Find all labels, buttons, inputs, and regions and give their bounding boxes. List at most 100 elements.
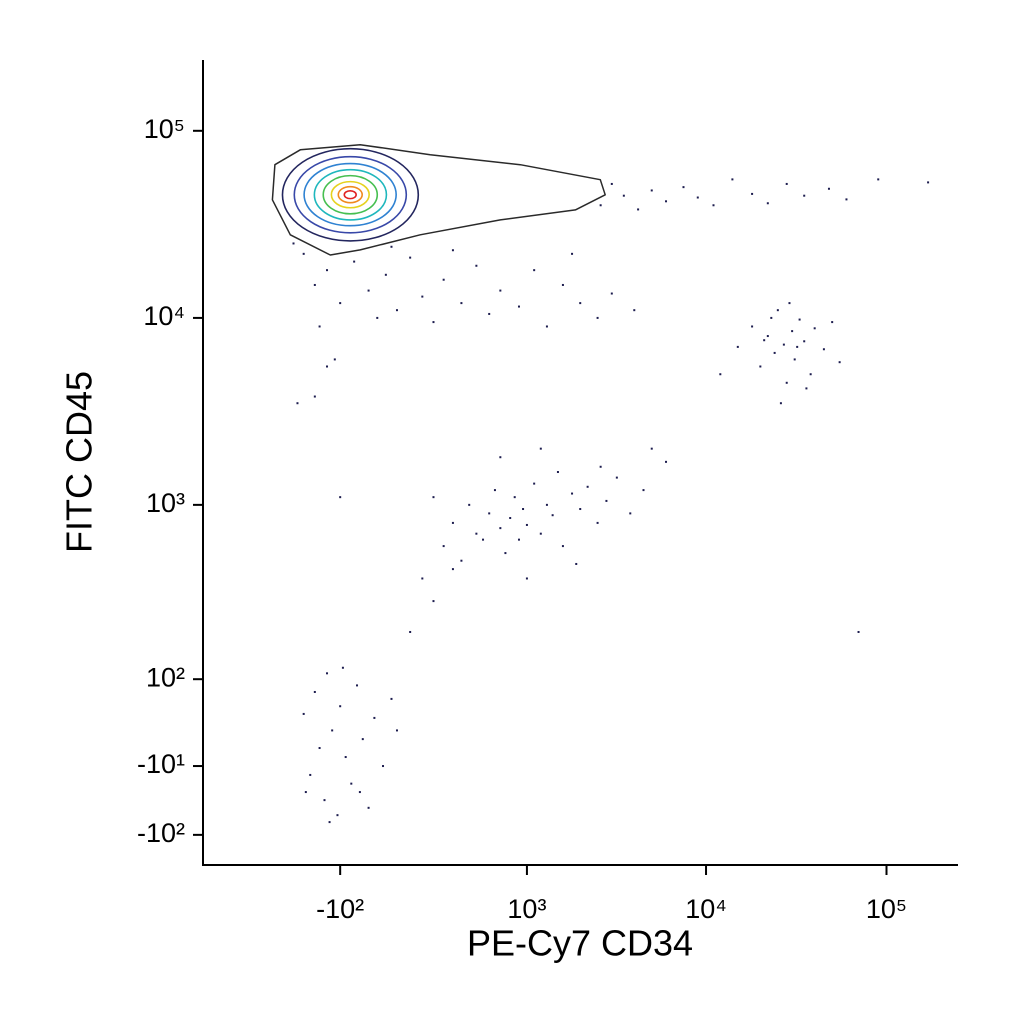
data-point [763,339,766,342]
data-point [845,198,848,201]
data-point [533,269,536,272]
data-point [629,512,632,515]
data-point [773,351,776,354]
data-point [575,562,578,565]
data-point [561,545,564,548]
data-point [596,521,599,524]
data-point [770,316,773,319]
data-point [599,204,602,207]
data-point [432,600,435,603]
y-tick-label: 10⁴ [143,301,185,331]
data-point [421,295,424,298]
data-point [328,821,331,824]
y-tick-label: -10² [137,818,185,848]
data-point [766,202,769,205]
data-point [561,283,564,286]
data-point [525,523,528,526]
data-point [731,178,734,181]
data-point [539,447,542,450]
data-point [779,402,782,405]
data-point [642,489,645,492]
data-point [838,361,841,364]
data-point [545,325,548,328]
data-point [395,309,398,312]
data-point [579,302,582,305]
density-contour [330,180,370,209]
x-tick-label: 10⁴ [685,894,727,924]
data-point [432,321,435,324]
density-contour [337,185,364,204]
data-point [376,316,379,319]
data-point [493,489,496,492]
data-point [637,208,640,211]
data-point [442,545,445,548]
data-point [759,365,762,368]
data-point [318,325,321,328]
data-point [350,782,353,785]
data-point [353,260,356,263]
data-point [650,189,653,192]
data-point [857,630,860,633]
data-point [409,256,412,259]
data-point [927,181,930,184]
data-point [751,325,754,328]
data-point [318,747,321,750]
data-point [622,194,625,197]
data-point [504,552,507,555]
data-point [796,345,799,348]
x-axis-label: PE-Cy7 CD34 [467,923,693,964]
density-contour [313,168,388,221]
y-tick-label: 10³ [146,488,185,518]
data-point [822,348,825,351]
data-point [696,196,699,199]
data-point [390,697,393,700]
data-point [791,330,794,333]
data-point [488,512,491,515]
data-point [827,187,830,190]
data-point [571,252,574,255]
x-tick-label: -10² [316,894,364,924]
data-point [766,335,769,338]
data-point [488,312,491,315]
data-point [813,327,816,330]
data-point [313,395,316,398]
data-point [539,532,542,535]
data-point [785,182,788,185]
data-point [460,559,463,562]
data-point [432,496,435,499]
data-point [390,245,393,248]
data-point [517,305,520,308]
data-point [545,503,548,506]
plot-area [271,143,930,824]
data-point [304,791,307,794]
data-point [650,447,653,450]
data-point [302,712,305,715]
y-axis-label: FITC CD45 [59,371,100,553]
data-point [736,345,739,348]
y-tick-label: 10² [146,662,185,692]
data-point [682,186,685,189]
data-point [326,269,329,272]
data-point [451,249,454,252]
x-tick-label: 10⁵ [866,894,907,924]
data-point [475,532,478,535]
data-point [877,178,880,181]
data-point [805,387,808,390]
data-point [525,577,528,580]
data-point [336,814,339,817]
data-point [482,538,485,541]
data-point [571,492,574,495]
data-point [339,496,342,499]
data-point [712,204,715,207]
data-point [451,521,454,524]
data-point [367,289,370,292]
density-contour [281,147,420,242]
data-point [803,340,806,343]
data-point [367,806,370,809]
data-point [665,200,668,203]
data-point [499,527,502,530]
data-point [513,496,516,499]
data-point [292,242,295,245]
data-point [782,343,785,346]
